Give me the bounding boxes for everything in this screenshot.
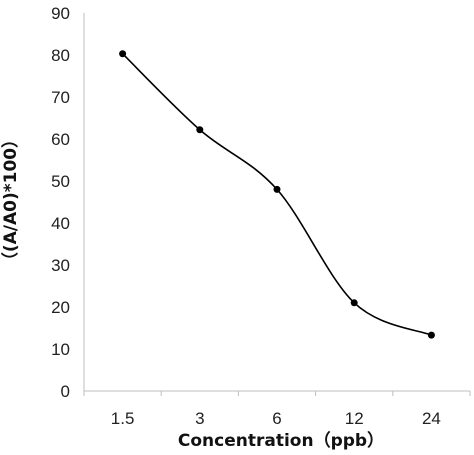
y-tick-label: 70 <box>51 88 70 107</box>
y-tick-label: 40 <box>51 214 70 233</box>
data-points <box>119 50 435 339</box>
y-tick-labels: 0 10 20 30 40 50 60 70 80 90 <box>51 4 70 401</box>
x-tick-label: 12 <box>345 409 364 428</box>
y-tick-label: 60 <box>51 130 70 149</box>
data-point <box>119 50 127 58</box>
x-tick-label: 3 <box>195 409 204 428</box>
y-tick-label: 10 <box>51 340 70 359</box>
data-point <box>427 331 435 339</box>
y-tick-label: 50 <box>51 172 70 191</box>
x-tick-marks <box>83 391 471 396</box>
data-point <box>196 126 204 134</box>
y-axis-label: （(A/A0)*100） <box>0 131 21 269</box>
x-tick-label: 24 <box>422 409 441 428</box>
y-tick-label: 20 <box>51 298 70 317</box>
x-axis-label: Concentration（ppb） <box>178 430 384 451</box>
y-tick-label: 0 <box>61 382 70 401</box>
y-tick-label: 90 <box>51 4 70 23</box>
x-tick-labels: 1.5 3 6 12 24 <box>111 409 441 428</box>
data-point <box>273 185 281 193</box>
y-tick-label: 80 <box>51 46 70 65</box>
series-line <box>122 53 432 336</box>
data-point <box>350 299 358 307</box>
y-tick-label: 30 <box>51 256 70 275</box>
x-tick-label: 6 <box>272 409 281 428</box>
x-tick-label: 1.5 <box>111 409 135 428</box>
